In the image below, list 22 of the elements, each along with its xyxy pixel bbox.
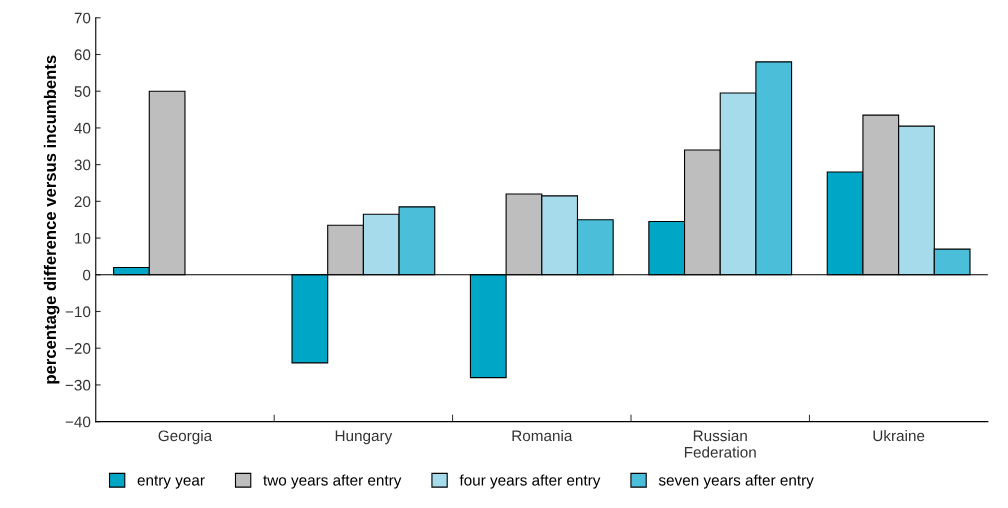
y-tick-label: 50 <box>74 86 91 97</box>
y-tick-label: 60 <box>74 49 91 61</box>
y-tick-label: −30 <box>65 379 91 391</box>
y-tick-label: 20 <box>74 196 91 208</box>
y-tick-label: 0 <box>83 269 91 281</box>
y-tick-label: 10 <box>75 232 91 244</box>
x-tick-label: Ukraine <box>873 429 925 442</box>
x-tick-label: Romania <box>512 429 573 442</box>
y-tick-label: −10 <box>65 306 91 318</box>
y-tick-label: 30 <box>74 159 91 171</box>
x-tick-label: Georgia <box>158 429 213 445</box>
y-tick-label: −20 <box>65 343 91 354</box>
x-tick-label: Russian Federation <box>684 429 756 458</box>
y-axis-title: percentage difference versus incumbents <box>43 55 60 384</box>
legend-label: entry year <box>137 475 205 489</box>
y-tick-label: −40 <box>65 416 91 428</box>
y-tick-label: 70 <box>74 12 91 24</box>
y-tick-label: 40 <box>74 122 91 134</box>
legend-label: two years after entry <box>263 474 402 489</box>
legend-label: four years after entry <box>459 474 601 489</box>
x-tick-label: Hungary <box>335 430 393 445</box>
legend-label: seven years after entry <box>658 474 814 489</box>
